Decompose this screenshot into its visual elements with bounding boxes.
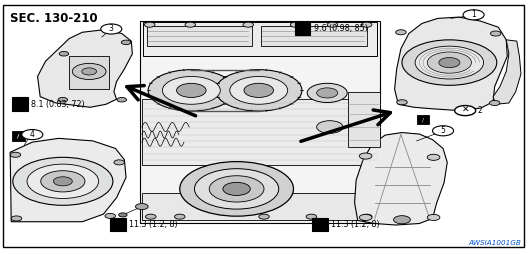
Text: /: / <box>422 117 424 122</box>
Circle shape <box>244 83 274 98</box>
Circle shape <box>209 176 264 202</box>
Circle shape <box>290 22 301 27</box>
Bar <box>142 193 379 220</box>
Bar <box>143 22 377 56</box>
Circle shape <box>439 58 460 68</box>
Circle shape <box>223 182 250 196</box>
Bar <box>295 22 310 35</box>
Circle shape <box>22 130 43 140</box>
Text: 11.3 (1.2, 8): 11.3 (1.2, 8) <box>129 220 178 229</box>
Circle shape <box>145 22 155 27</box>
Text: 9.6 (0.98, 85): 9.6 (0.98, 85) <box>314 24 367 33</box>
Circle shape <box>463 10 484 20</box>
Circle shape <box>230 76 288 104</box>
Circle shape <box>114 160 125 165</box>
Polygon shape <box>355 133 447 225</box>
Bar <box>417 115 429 124</box>
Circle shape <box>427 154 440 160</box>
Circle shape <box>397 100 407 105</box>
Bar <box>110 218 126 231</box>
Circle shape <box>243 22 253 27</box>
Circle shape <box>427 52 472 73</box>
Circle shape <box>402 40 497 85</box>
Circle shape <box>317 121 343 133</box>
Circle shape <box>53 177 72 186</box>
Text: SEC. 130-210: SEC. 130-210 <box>10 12 98 25</box>
Circle shape <box>148 70 234 111</box>
Bar <box>313 218 328 231</box>
Circle shape <box>180 162 294 216</box>
Polygon shape <box>493 40 521 104</box>
Circle shape <box>432 126 454 136</box>
Text: ✕: ✕ <box>461 106 469 115</box>
Bar <box>69 56 109 89</box>
Circle shape <box>259 214 269 219</box>
Circle shape <box>362 22 372 27</box>
Circle shape <box>194 169 279 209</box>
Circle shape <box>10 152 21 157</box>
Circle shape <box>121 40 131 45</box>
Circle shape <box>393 216 410 224</box>
Circle shape <box>215 70 302 111</box>
Circle shape <box>163 76 220 104</box>
Text: 1: 1 <box>471 10 476 19</box>
Text: 2: 2 <box>478 106 483 115</box>
Circle shape <box>360 214 372 220</box>
Circle shape <box>101 24 122 34</box>
Circle shape <box>362 214 372 219</box>
Circle shape <box>119 213 127 217</box>
Circle shape <box>41 171 85 192</box>
Text: AWSIA1001GB: AWSIA1001GB <box>468 240 521 246</box>
Circle shape <box>360 153 372 159</box>
Circle shape <box>395 30 406 35</box>
Bar <box>140 21 380 223</box>
Circle shape <box>185 22 195 27</box>
Circle shape <box>415 46 484 79</box>
Circle shape <box>72 63 106 80</box>
Circle shape <box>317 88 338 98</box>
Circle shape <box>136 203 148 210</box>
Circle shape <box>489 101 500 105</box>
Circle shape <box>327 22 338 27</box>
Bar <box>12 131 25 141</box>
Circle shape <box>427 214 440 220</box>
Bar <box>142 99 379 165</box>
Text: 8.1 (0.83, 72): 8.1 (0.83, 72) <box>31 100 85 108</box>
Text: 3: 3 <box>109 24 114 34</box>
Circle shape <box>11 216 22 221</box>
Circle shape <box>58 98 68 102</box>
Polygon shape <box>10 138 126 222</box>
Polygon shape <box>37 30 133 107</box>
Circle shape <box>59 52 69 56</box>
Circle shape <box>146 214 156 219</box>
Circle shape <box>117 98 127 102</box>
Circle shape <box>455 105 476 116</box>
Circle shape <box>174 214 185 219</box>
Circle shape <box>27 164 99 198</box>
Text: 4: 4 <box>30 130 35 139</box>
Bar <box>261 26 366 46</box>
Text: /: / <box>17 133 20 138</box>
Circle shape <box>13 157 113 205</box>
Circle shape <box>176 83 206 98</box>
Bar <box>12 98 28 110</box>
Bar <box>348 92 380 147</box>
Circle shape <box>491 31 501 36</box>
Polygon shape <box>394 17 507 110</box>
Text: 5: 5 <box>440 126 446 135</box>
Circle shape <box>82 68 97 75</box>
Circle shape <box>307 83 347 103</box>
Circle shape <box>105 213 116 218</box>
Bar <box>147 26 252 46</box>
Circle shape <box>306 214 317 219</box>
Text: 11.3 (1.2, 8): 11.3 (1.2, 8) <box>332 220 380 229</box>
